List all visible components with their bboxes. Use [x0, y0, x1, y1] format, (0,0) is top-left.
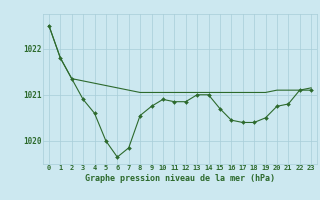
- X-axis label: Graphe pression niveau de la mer (hPa): Graphe pression niveau de la mer (hPa): [85, 174, 275, 183]
